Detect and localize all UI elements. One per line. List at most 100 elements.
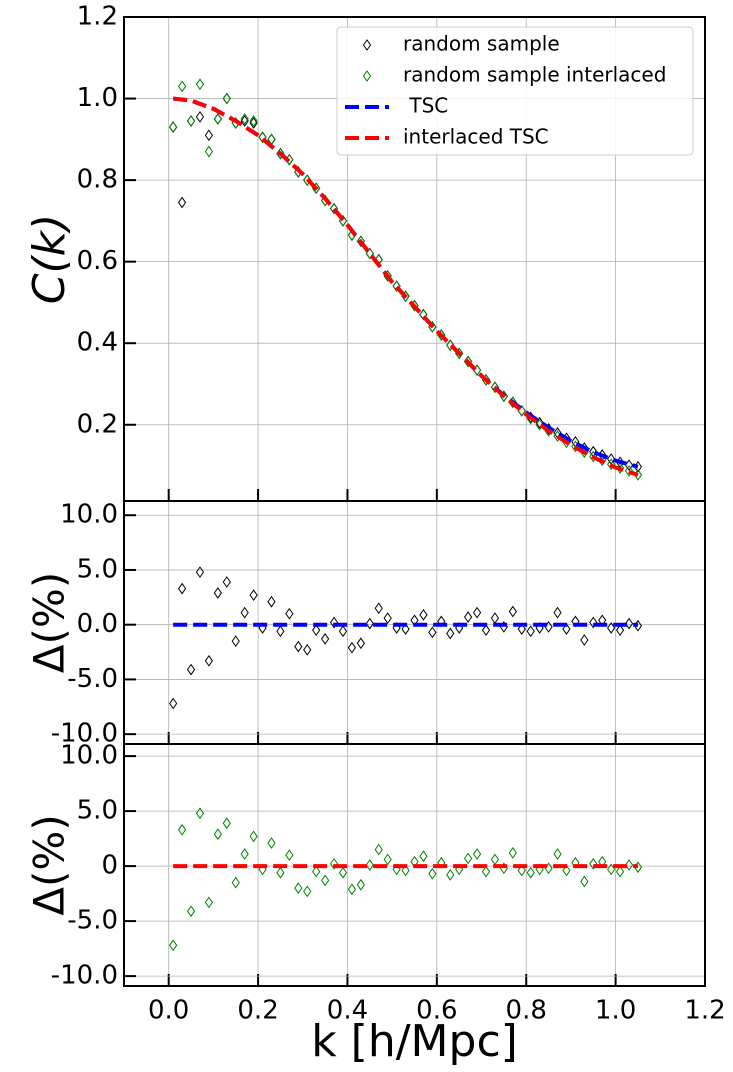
scatter-point [249, 589, 258, 602]
scatter-point [464, 611, 473, 623]
legend-label: random sample [403, 32, 560, 56]
scatter-point [267, 837, 276, 849]
scatter-point [195, 78, 205, 91]
scatter-point [472, 848, 482, 860]
scatter-point [294, 882, 303, 894]
scatter-point [490, 612, 500, 624]
scatter-point [204, 654, 214, 667]
scatter-point [213, 113, 222, 125]
scatter-point [607, 458, 616, 471]
scatter-point [419, 608, 428, 621]
scatter-point [204, 129, 214, 142]
scatter-point [356, 235, 365, 248]
scatter-point [464, 852, 473, 865]
scatter-point [508, 605, 517, 618]
scatter-point [240, 848, 249, 860]
scatter-point [580, 875, 589, 888]
scatter-point [508, 847, 517, 859]
scatter-point [276, 866, 285, 879]
scatter-point [195, 111, 205, 123]
scatter-point [329, 616, 339, 629]
scatter-point [276, 625, 285, 638]
scatter-point [240, 606, 249, 619]
scatter-point [589, 858, 598, 870]
scatter-point [481, 865, 491, 878]
scatter-point [374, 602, 383, 615]
scatter-point [285, 607, 294, 620]
legend-marker [362, 70, 372, 82]
scatter-point [365, 617, 374, 630]
x-tick-label: 0.0 [148, 996, 189, 1026]
legend-marker [362, 39, 372, 51]
scatter-point [213, 587, 222, 599]
scatter-point [624, 617, 634, 630]
scatter-point [356, 637, 365, 650]
scatter-point [428, 626, 437, 639]
x-tick-label: 0.6 [416, 996, 457, 1026]
scatter-point [222, 92, 231, 105]
scatter-point [186, 905, 196, 918]
scatter-point [186, 663, 196, 676]
scatter-point [383, 853, 392, 866]
scatter-point [312, 865, 321, 878]
x-tick-label: 1.0 [595, 996, 636, 1026]
y-tick-label: 0.8 [77, 165, 118, 195]
scatter-point [169, 697, 178, 710]
scatter-point [321, 874, 330, 887]
y-tick-label: 5.0 [77, 554, 118, 584]
scatter-point [401, 623, 410, 635]
x-tick-label: 1.2 [684, 996, 725, 1026]
scatter-point [553, 848, 562, 860]
scatter-point [204, 145, 214, 158]
scatter-point [517, 623, 526, 635]
scatter-point [240, 113, 249, 125]
scatter-point [312, 624, 321, 637]
scatter-point [624, 859, 634, 871]
scatter-point [365, 859, 374, 871]
scatter-point [329, 202, 339, 215]
y-tick-label: 10.0 [60, 741, 118, 771]
scatter-point [446, 627, 455, 640]
scatter-point [517, 864, 526, 877]
scatter-point [401, 864, 410, 877]
y-tick-label: 0.0 [77, 609, 118, 639]
legend-box [336, 26, 694, 156]
series-line [172, 96, 639, 477]
scatter-point [249, 115, 258, 127]
scatter-point [177, 823, 187, 836]
scatter-point [338, 625, 348, 638]
y-tick-label: 0.6 [77, 246, 118, 276]
scatter-point [535, 416, 544, 429]
scatter-point [186, 115, 196, 127]
x-tick-label: 0.8 [506, 996, 547, 1026]
scatter-point [365, 247, 374, 260]
y-tick-label: 0.2 [77, 409, 118, 439]
scatter-point [222, 817, 231, 830]
scatter-point [562, 864, 571, 877]
scatter-point [526, 625, 535, 638]
scatter-point [267, 595, 276, 608]
legend-label: random sample interlaced [403, 63, 666, 87]
legend-label: TSC [403, 94, 448, 118]
scatter-point [419, 308, 428, 321]
scatter-point [303, 643, 312, 656]
scatter-point [347, 883, 357, 896]
y-axis-label: Δ(%) [25, 814, 74, 915]
scatter-point [624, 464, 634, 477]
scatter-point [303, 885, 312, 898]
scatter-point [615, 865, 625, 878]
scatter-point [204, 896, 214, 909]
scatter-point [177, 80, 187, 93]
scatter-point [374, 843, 383, 856]
x-tick-label: 0.4 [327, 996, 368, 1026]
scatter-point [392, 280, 401, 292]
scatter-point [249, 830, 258, 843]
y-axis-label: C(k) [24, 214, 75, 305]
scatter-point [249, 117, 258, 129]
scatter-point [213, 113, 222, 125]
scatter-point [321, 633, 330, 645]
scatter-point [177, 196, 187, 209]
scatter-point [615, 624, 625, 637]
y-tick-label: 1.2 [77, 2, 118, 32]
